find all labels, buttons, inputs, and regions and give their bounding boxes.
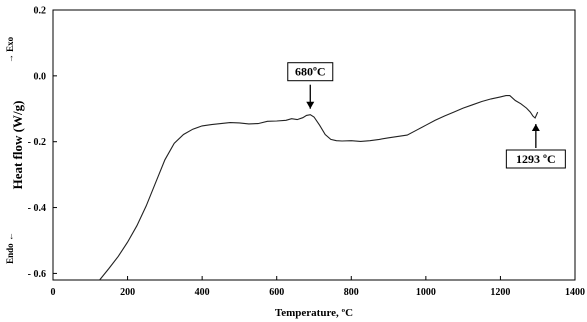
annotation-arrowhead xyxy=(306,101,315,109)
tick-labels: 0 200 400 600 800 1000 1200 1400 0.2 0.0 - 0.2 - 0.… xyxy=(28,6,585,299)
annotation-label: 680ºC xyxy=(295,65,326,79)
exo-label: → Exo xyxy=(5,36,15,63)
x-tick-label: 200 xyxy=(120,287,135,298)
annotation: 680ºC xyxy=(287,62,334,109)
y-tick-label: - 0.4 xyxy=(28,203,46,214)
x-tick-label: 800 xyxy=(344,287,359,298)
y-tick-label: 0.2 xyxy=(34,6,47,17)
x-tick-label: 1400 xyxy=(565,287,585,298)
heat-flow-curve xyxy=(99,95,539,281)
annotation-box xyxy=(505,149,566,169)
x-tick-label: 0 xyxy=(51,287,56,298)
x-tick-label: 400 xyxy=(195,287,210,298)
y-tick-label: - 0.2 xyxy=(28,137,46,148)
annotation-box xyxy=(287,62,334,82)
endo-label: Endo ← xyxy=(5,232,15,264)
y-tick-label: 0.0 xyxy=(34,71,47,82)
x-tick-label: 1000 xyxy=(416,287,436,298)
x-tick-label: 1200 xyxy=(490,287,510,298)
x-tick-label: 600 xyxy=(269,287,284,298)
x-axis-title: Temperature, ºC xyxy=(275,307,353,319)
annotation-arrowhead xyxy=(531,124,540,131)
plot-frame xyxy=(52,9,576,281)
y-axis-title: Heat flow (W/g) xyxy=(10,101,25,190)
y-tick-label: - 0.6 xyxy=(28,269,46,280)
annotations: 680ºC 1293 ºC xyxy=(287,62,566,169)
annotation-label: 1293 ºC xyxy=(516,152,556,166)
annotation: 1293 ºC xyxy=(505,124,566,169)
ticks xyxy=(52,9,576,280)
